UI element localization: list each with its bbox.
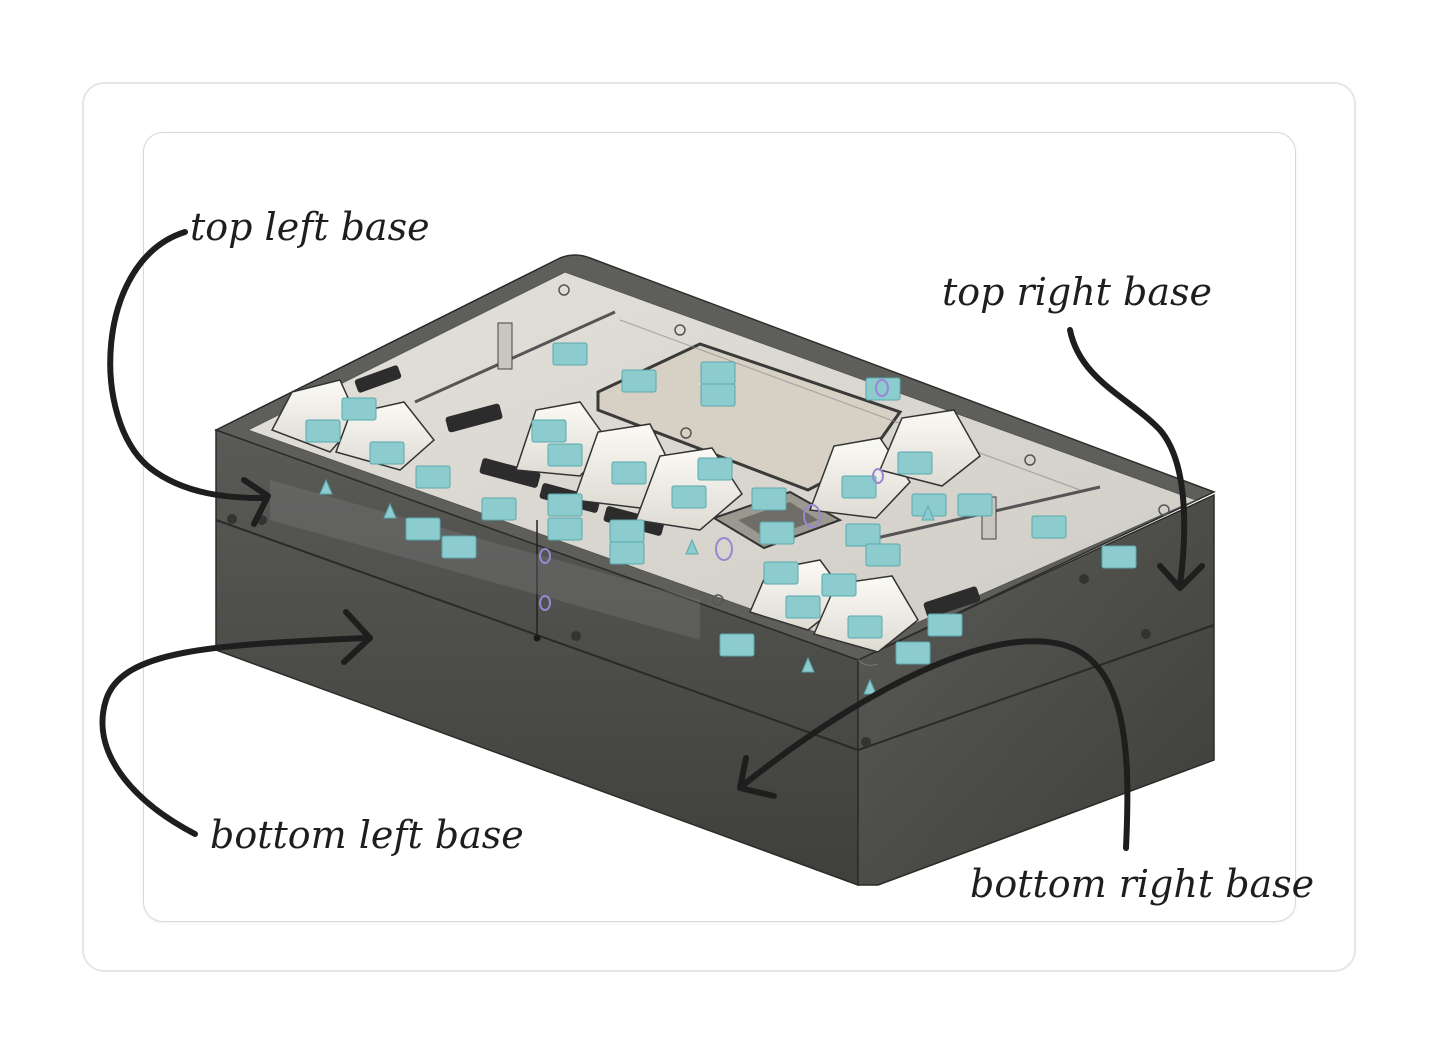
- arrow-bottom-right: [739, 638, 1131, 851]
- arrow-top-right-head: [1157, 563, 1205, 591]
- label-top-right-base: top right base: [942, 270, 1212, 314]
- arrow-bottom-right-head: [737, 755, 777, 799]
- label-top-left-base: top left base: [190, 205, 430, 249]
- split-line-side: [857, 624, 1215, 751]
- arrow-top-left: [107, 229, 265, 501]
- label-bottom-left-base: bottom left base: [210, 813, 524, 857]
- arrow-bottom-left: [99, 635, 369, 837]
- arrow-top-right: [1067, 327, 1188, 588]
- joint-markers: [539, 379, 889, 611]
- annotation-arrows: [99, 229, 1205, 851]
- arrow-top-left-head: [241, 477, 271, 527]
- label-bottom-right-base: bottom right base: [970, 862, 1314, 906]
- arrow-bottom-left-head: [341, 609, 373, 665]
- constraint-markers: [305, 342, 1137, 695]
